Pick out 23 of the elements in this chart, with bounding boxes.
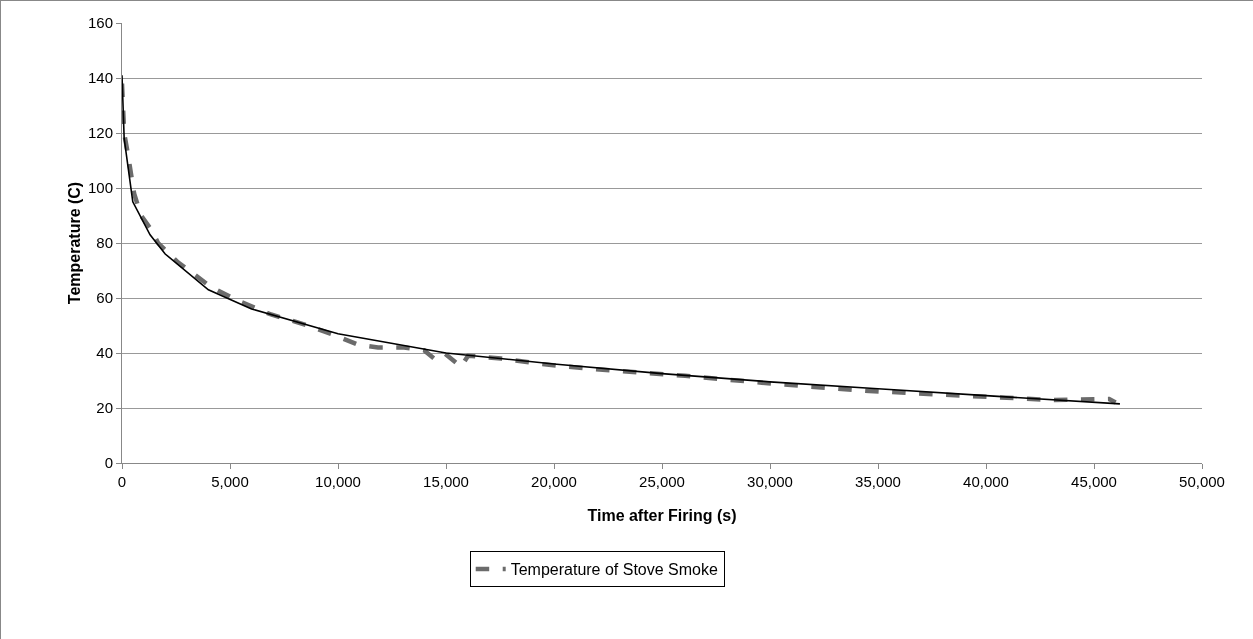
x-tick-label: 35,000 bbox=[855, 473, 901, 490]
y-tick-label: 40 bbox=[96, 344, 113, 362]
y-tick-label: 0 bbox=[104, 454, 113, 472]
x-tick-label: 20,000 bbox=[531, 473, 577, 490]
x-tick-label: 0 bbox=[117, 473, 127, 490]
x-tick-label: 50,000 bbox=[1179, 473, 1225, 490]
y-tick-label: 120 bbox=[87, 124, 113, 142]
y-tick-label: 80 bbox=[96, 234, 113, 252]
x-tick-label: 10,000 bbox=[315, 473, 361, 490]
y-axis-title: Temperature (C) bbox=[66, 181, 83, 305]
x-axis-title: Time after Firing (s) bbox=[587, 507, 737, 524]
y-tick-label: 60 bbox=[96, 289, 113, 307]
x-tick-label: 5,000 bbox=[211, 473, 249, 490]
x-tick-label: 15,000 bbox=[423, 473, 469, 490]
x-tick-label: 30,000 bbox=[747, 473, 793, 490]
x-tick-label: 40,000 bbox=[963, 473, 1009, 490]
y-tick-label: 140 bbox=[87, 69, 113, 87]
y-tick-label: 20 bbox=[96, 399, 113, 417]
y-tick-label: 100 bbox=[87, 179, 113, 197]
x-tick-label: 25,000 bbox=[639, 473, 685, 490]
x-tick-label: 45,000 bbox=[1071, 473, 1117, 490]
legend-label: Temperature of Stove Smoke bbox=[510, 561, 719, 579]
y-tick-label: 160 bbox=[87, 14, 113, 32]
